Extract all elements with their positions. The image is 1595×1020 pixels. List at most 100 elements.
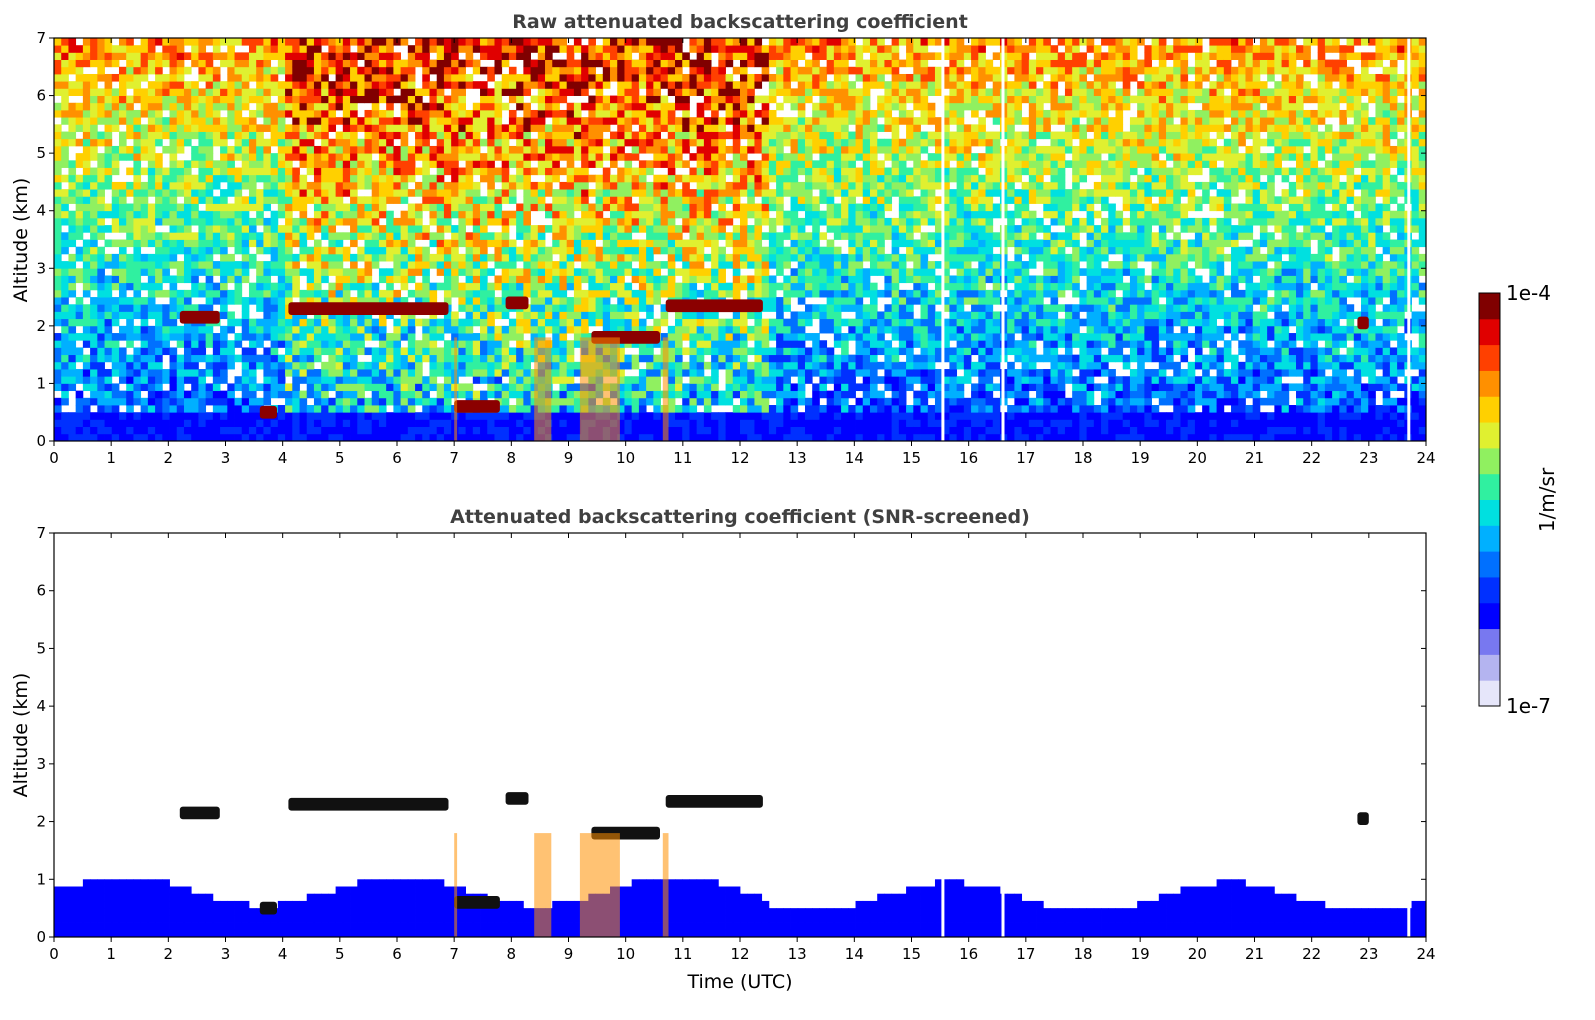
top-precip-shaft (534, 337, 552, 441)
top-x-tick-label: 22 (1302, 449, 1321, 467)
bottom-x-tick-label: 15 (902, 945, 921, 963)
top-y-tick-label: 7 (36, 29, 46, 47)
top-x-tick-label: 9 (564, 449, 574, 467)
bottom-x-tick-label: 4 (278, 945, 288, 963)
colorbar-band (1479, 344, 1500, 371)
bottom-x-tick-label: 19 (1131, 945, 1150, 963)
bottom-x-tick-label: 7 (449, 945, 459, 963)
bottom-x-tick-label: 20 (1188, 945, 1207, 963)
bottom-x-tick-label: 10 (616, 945, 635, 963)
top-cloud-layer (505, 296, 529, 310)
top-x-tick-label: 11 (673, 449, 692, 467)
bottom-x-tick-label: 0 (49, 945, 59, 963)
bottom-x-tick-label: 3 (221, 945, 231, 963)
bottom-y-tick-label: 0 (36, 928, 46, 946)
colorbar-band (1479, 473, 1500, 500)
bottom-y-tick-label: 3 (36, 755, 46, 773)
bottom-x-tick-label: 24 (1416, 945, 1435, 963)
bottom-x-tick-label: 22 (1302, 945, 1321, 963)
colorbar-band (1479, 447, 1500, 475)
top-y-ticks: 0 1 2 3 4 5 6 7 (36, 29, 1426, 450)
top-x-tick-label: 23 (1359, 449, 1378, 467)
bottom-y-ticks: 0 1 2 3 4 5 6 7 (36, 524, 1426, 946)
top-y-tick-label: 2 (36, 317, 46, 335)
top-x-tick-label: 4 (278, 449, 288, 467)
bottom-y-tick-label: 6 (36, 582, 46, 600)
bottom-y-tick-label: 4 (36, 697, 46, 715)
top-x-tick-label: 20 (1188, 449, 1207, 467)
colorbar: 1e-4 1e-7 1/m/sr (1478, 281, 1559, 718)
bottom-x-tick-label: 8 (507, 945, 517, 963)
bottom-data-gap (1407, 533, 1411, 937)
top-y-tick-label: 3 (36, 259, 46, 277)
top-panel: Raw attenuated backscattering coefficien… (10, 11, 1436, 467)
bottom-x-tick-label: 17 (1016, 945, 1035, 963)
colorbar-band (1479, 576, 1500, 604)
bottom-x-tick-label: 16 (959, 945, 978, 963)
top-x-tick-label: 10 (616, 449, 635, 467)
top-x-tick-label: 12 (730, 449, 749, 467)
top-x-tick-label: 16 (959, 449, 978, 467)
top-x-tick-label: 2 (164, 449, 174, 467)
bottom-x-tick-label: 5 (335, 945, 345, 963)
bottom-x-tick-label: 11 (673, 945, 692, 963)
colorbar-band (1479, 602, 1500, 630)
top-x-tick-label: 18 (1073, 449, 1092, 467)
bottom-cloud-layer (665, 795, 763, 808)
top-x-tick-label: 1 (106, 449, 116, 467)
bottom-x-tick-label: 18 (1073, 945, 1092, 963)
bottom-x-tick-label: 14 (845, 945, 864, 963)
bottom-cloud-layer (179, 806, 220, 820)
bottom-cloud-layer (259, 901, 277, 915)
colorbar-min-label: 1e-7 (1506, 694, 1551, 718)
bottom-precip-shaft (662, 833, 669, 937)
top-backscatter-field (54, 38, 1426, 441)
top-precip-shaft (454, 337, 458, 441)
bottom-y-axis-label: Altitude (km) (10, 673, 32, 798)
top-x-tick-label: 8 (507, 449, 517, 467)
bottom-plot-area (54, 533, 1426, 937)
colorbar-band (1479, 680, 1500, 707)
top-data-gap (1407, 38, 1411, 441)
top-cloud-layer (288, 302, 449, 315)
top-x-tick-label: 5 (335, 449, 345, 467)
bottom-x-tick-label: 21 (1245, 945, 1264, 963)
top-y-tick-label: 5 (36, 144, 46, 162)
bottom-precip-shaft (534, 833, 552, 937)
top-y-axis-label: Altitude (km) (10, 178, 32, 303)
bottom-x-tick-label: 1 (106, 945, 116, 963)
bottom-plot-frame (53, 532, 1427, 938)
colorbar-max-label: 1e-4 (1506, 281, 1551, 305)
bottom-panel-title: Attenuated backscattering coefficient (S… (450, 506, 1030, 528)
top-precip-shaft (579, 337, 620, 441)
colorbar-frame (1478, 292, 1501, 707)
top-x-tick-label: 13 (788, 449, 807, 467)
top-x-tick-label: 19 (1131, 449, 1150, 467)
colorbar-band (1479, 293, 1500, 320)
bottom-x-tick-label: 13 (788, 945, 807, 963)
top-data-gap (941, 38, 945, 441)
colorbar-band (1479, 370, 1500, 397)
colorbar-band (1479, 654, 1500, 681)
colorbar-band (1479, 422, 1500, 449)
colorbar-band (1479, 396, 1500, 423)
top-data-gap (1001, 38, 1005, 441)
bottom-backscatter-field (54, 879, 1426, 937)
bottom-panel: Attenuated backscattering coefficient (S… (10, 506, 1436, 993)
bottom-cloud-layer (505, 792, 529, 805)
bottom-y-tick-label: 1 (36, 870, 46, 888)
top-cloud-layer (179, 310, 220, 324)
bottom-data-gap (941, 533, 945, 937)
top-cloud-layer (665, 299, 763, 313)
top-y-tick-label: 1 (36, 374, 46, 392)
bottom-cloud-layer (288, 797, 449, 811)
top-x-tick-label: 21 (1245, 449, 1264, 467)
bottom-y-tick-label: 7 (36, 524, 46, 542)
bottom-y-tick-label: 2 (36, 813, 46, 831)
colorbar-band (1479, 499, 1500, 526)
bottom-cloud-layer (454, 896, 500, 909)
top-plot-area (54, 38, 1426, 441)
bottom-x-tick-label: 2 (164, 945, 174, 963)
top-x-tick-label: 15 (902, 449, 921, 467)
